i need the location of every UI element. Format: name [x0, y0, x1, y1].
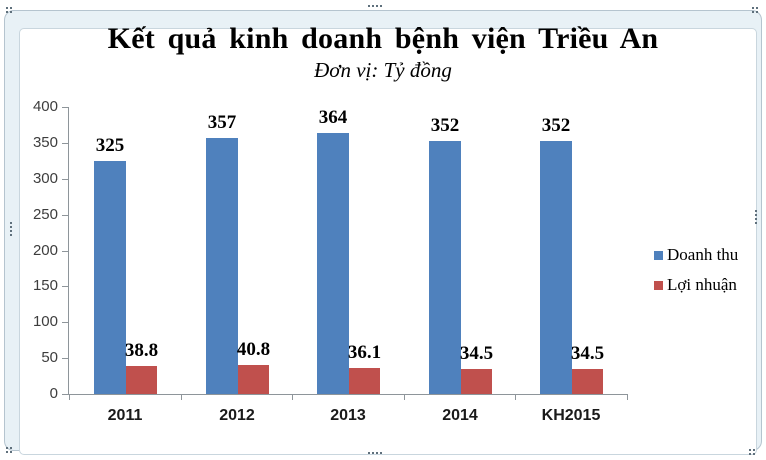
bar-loi-nhuan-kh2015[interactable] [572, 369, 603, 394]
y-axis-tick [62, 322, 68, 323]
y-axis-tick [62, 251, 68, 252]
x-axis-label-2013: 2013 [330, 407, 366, 424]
chart-title: Kết quả kinh doanh bệnh viện Triều An [107, 22, 659, 55]
x-axis-label-2014: 2014 [442, 407, 478, 424]
selection-handle-bottom-middle[interactable] [368, 452, 370, 454]
bar-value-doanh-thu-2013: 364 [318, 107, 348, 128]
bar-doanh-thu-2013[interactable] [317, 133, 349, 394]
bar-value-doanh-thu-2011: 325 [95, 135, 125, 156]
bar-doanh-thu-2011[interactable] [94, 161, 126, 394]
legend-swatch-loi-nhuan [654, 280, 663, 290]
selection-handle-right-middle[interactable] [755, 210, 757, 212]
x-axis-tick [627, 394, 628, 400]
x-axis-tick [515, 394, 516, 400]
bar-value-loi-nhuan-2011: 38.8 [124, 340, 159, 361]
y-axis-tick [62, 143, 68, 144]
bar-value-loi-nhuan-kh2015: 34.5 [570, 343, 605, 364]
selection-handle-bottom-right[interactable] [749, 449, 751, 451]
bar-value-loi-nhuan-2014: 34.5 [459, 343, 494, 364]
y-axis-tick [62, 179, 68, 180]
y-axis-label: 300 [32, 170, 58, 187]
x-axis-tick [292, 394, 293, 400]
legend-swatch-doanh-thu [654, 250, 663, 260]
y-axis-label: 250 [32, 206, 58, 223]
bar-value-loi-nhuan-2013: 36.1 [347, 342, 382, 363]
bar-value-doanh-thu-2014: 352 [430, 115, 460, 136]
legend-label: Lợi nhuận [667, 275, 737, 294]
y-axis-line [68, 107, 69, 395]
y-axis-tick [62, 215, 68, 216]
bar-value-doanh-thu-kh2015: 352 [541, 115, 571, 136]
y-axis-label: 150 [32, 277, 58, 294]
x-axis-tick [69, 394, 70, 400]
y-axis-tick [62, 394, 68, 395]
bar-loi-nhuan-2014[interactable] [461, 369, 492, 394]
selection-handle-top-left[interactable] [6, 7, 8, 9]
y-axis-label: 200 [32, 242, 58, 259]
y-axis-tick [62, 358, 68, 359]
y-axis-tick [62, 286, 68, 287]
bar-doanh-thu-2014[interactable] [429, 141, 461, 394]
bar-value-loi-nhuan-2012: 40.8 [236, 339, 271, 360]
bar-doanh-thu-2012[interactable] [206, 138, 238, 394]
y-axis-label: 400 [32, 98, 58, 115]
y-axis-label: 50 [41, 349, 58, 366]
chart-subtitle: Đơn vị: Tỷ đồng [314, 58, 452, 82]
x-axis-label-2012: 2012 [219, 407, 255, 424]
selection-handle-top-right[interactable] [752, 7, 754, 9]
x-axis-line [68, 394, 627, 395]
x-axis-tick [404, 394, 405, 400]
selection-handle-left-middle[interactable] [10, 222, 12, 224]
selection-handle-bottom-left[interactable] [6, 447, 8, 449]
legend-item-doanh-thu[interactable]: Doanh thu [654, 245, 739, 264]
x-axis-label-2011: 2011 [107, 407, 143, 424]
y-axis-label: 350 [32, 134, 58, 151]
bar-loi-nhuan-2011[interactable] [126, 366, 157, 394]
x-axis-tick [181, 394, 182, 400]
x-axis-label-kh2015: KH2015 [541, 407, 601, 424]
bar-value-doanh-thu-2012: 357 [207, 112, 237, 133]
bar-loi-nhuan-2012[interactable] [238, 365, 269, 394]
legend-item-loi-nhuan[interactable]: Lợi nhuận [654, 275, 737, 294]
selection-handle-top-middle[interactable] [368, 5, 370, 7]
legend-label: Doanh thu [667, 245, 739, 264]
bar-loi-nhuan-2013[interactable] [349, 368, 380, 394]
y-axis-label: 100 [32, 313, 58, 330]
bar-doanh-thu-kh2015[interactable] [540, 141, 572, 394]
y-axis-label: 0 [49, 385, 58, 402]
y-axis-tick [62, 107, 68, 108]
